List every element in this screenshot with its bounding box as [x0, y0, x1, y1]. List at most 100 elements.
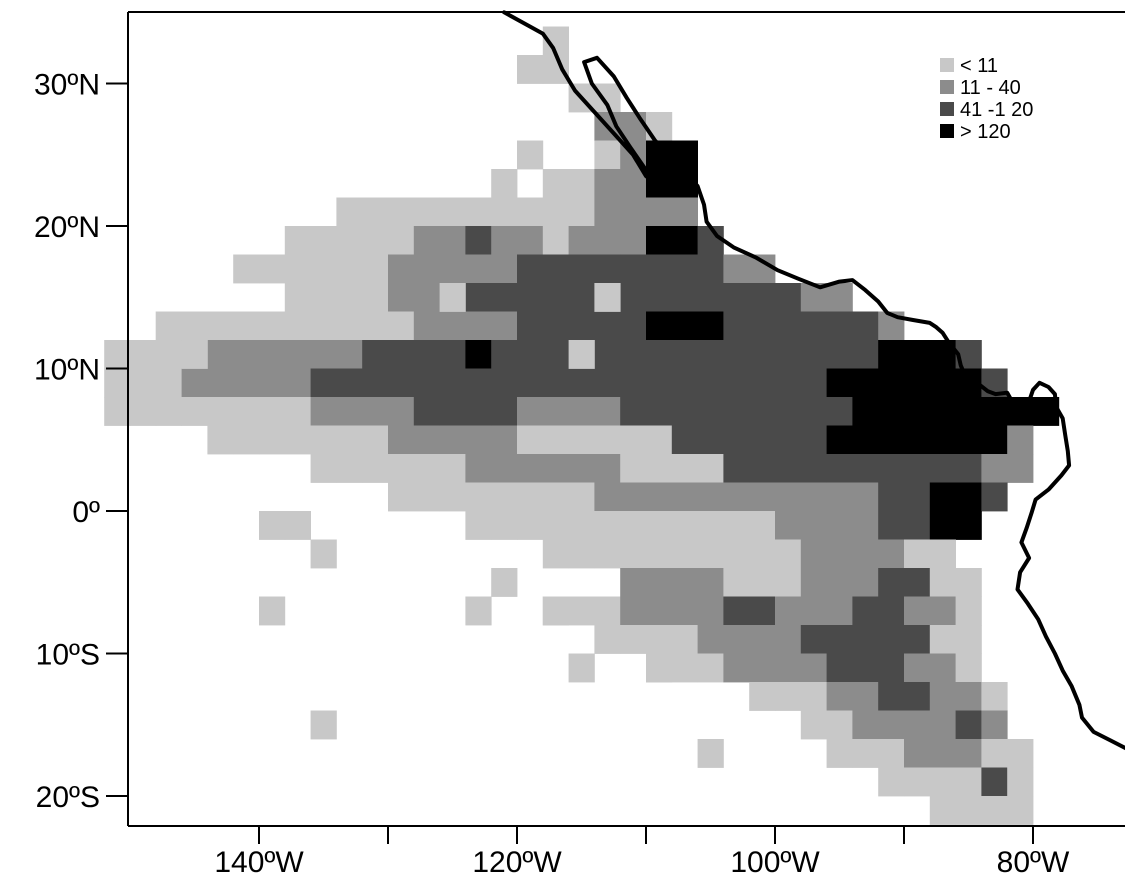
grid-cell [929, 739, 956, 768]
grid-cell [491, 340, 518, 369]
grid-cell [181, 311, 208, 341]
grid-cell [594, 283, 621, 312]
grid-cell [800, 539, 827, 569]
grid-cell [542, 397, 569, 426]
grid-cell [826, 482, 853, 512]
grid-cell [646, 625, 673, 654]
grid-cell [723, 539, 750, 569]
grid-cell [723, 425, 750, 455]
grid-cell [955, 425, 982, 455]
grid-cell [904, 596, 931, 626]
grid-cell [697, 283, 724, 312]
grid-cell [852, 368, 879, 398]
grid-cell [749, 682, 776, 711]
grid-cell [594, 596, 621, 626]
grid-cell [517, 254, 544, 284]
grid-cell [646, 254, 673, 284]
grid-cell [388, 397, 415, 426]
grid-cell [465, 511, 492, 540]
grid-cell [465, 482, 492, 512]
grid-cell [310, 397, 337, 426]
grid-cell [388, 368, 415, 398]
grid-cell [439, 368, 466, 398]
grid-cell [749, 511, 776, 540]
grid-cell [310, 710, 337, 740]
grid-cell [697, 368, 724, 398]
grid-cell [671, 482, 698, 512]
grid-cell [852, 682, 879, 711]
grid-cell [671, 625, 698, 654]
grid-cell [568, 511, 595, 540]
grid-cell [620, 169, 647, 198]
grid-cell [904, 511, 931, 540]
grid-cell [929, 568, 956, 597]
grid-cell [775, 311, 802, 341]
grid-cell [955, 397, 982, 426]
grid-cell [671, 653, 698, 683]
grid-cell [800, 368, 827, 398]
grid-cell [723, 283, 750, 312]
grid-cell [929, 539, 956, 569]
grid-cell [671, 425, 698, 455]
grid-cell [646, 653, 673, 683]
grid-cell [929, 767, 956, 797]
grid-cell [517, 55, 544, 84]
grid-cell [362, 311, 389, 341]
grid-cell [800, 682, 827, 711]
grid-cell [181, 340, 208, 369]
grid-cell [362, 254, 389, 284]
grid-cell [775, 653, 802, 683]
grid-cell [697, 511, 724, 540]
grid-cell [517, 482, 544, 512]
grid-cell [362, 226, 389, 255]
grid-cell [413, 226, 440, 255]
grid-cell [723, 511, 750, 540]
grid-cell [904, 368, 931, 398]
grid-cell [800, 511, 827, 540]
grid-cell [878, 368, 905, 398]
grid-cell [465, 283, 492, 312]
grid-cell [904, 454, 931, 483]
grid-cell [646, 539, 673, 569]
grid-cell [568, 454, 595, 483]
grid-cell [517, 197, 544, 227]
grid-cell [1007, 796, 1034, 825]
grid-cell [491, 568, 518, 597]
grid-cell [284, 254, 311, 284]
grid-cell [929, 368, 956, 398]
grid-cell [775, 511, 802, 540]
grid-cell [413, 283, 440, 312]
grid-cell [826, 340, 853, 369]
grid-cell [826, 682, 853, 711]
legend-swatch [940, 102, 954, 116]
y-tick-label: 0º [72, 496, 100, 529]
grid-cell [646, 340, 673, 369]
legend-label: 11 - 40 [960, 77, 1021, 99]
grid-cell [800, 596, 827, 626]
coastline-path [502, 10, 1125, 751]
grid-cell [362, 197, 389, 227]
grid-cell [775, 482, 802, 512]
grid-cell [439, 397, 466, 426]
grid-cell [362, 283, 389, 312]
grid-cell [310, 539, 337, 569]
grid-cell [207, 311, 234, 341]
grid-cell [568, 226, 595, 255]
grid-cell [671, 596, 698, 626]
grid-cell [336, 283, 363, 312]
grid-cell [878, 482, 905, 512]
grid-cell [646, 311, 673, 341]
grid-cell [233, 311, 260, 341]
grid-cell [904, 425, 931, 455]
grid-cell [259, 425, 286, 455]
grid-cell [594, 169, 621, 198]
grid-cell [568, 283, 595, 312]
grid-cell [568, 311, 595, 341]
legend-label: > 120 [960, 121, 1011, 143]
grid-cell [749, 625, 776, 654]
grid-cell [491, 511, 518, 540]
grid-cell [800, 311, 827, 341]
grid-cell [594, 482, 621, 512]
